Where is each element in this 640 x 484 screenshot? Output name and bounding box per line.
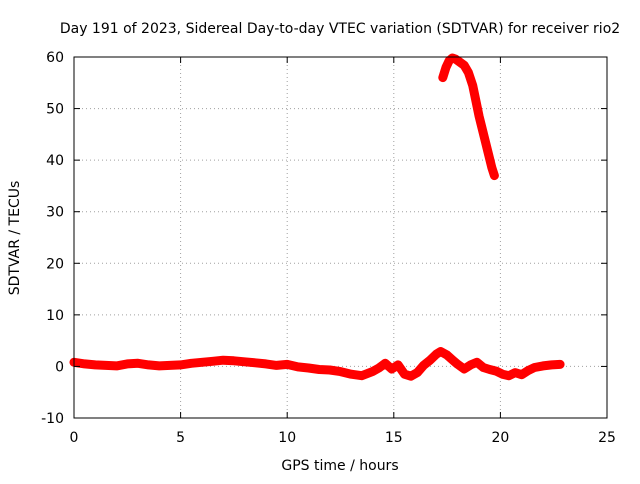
data-point xyxy=(406,372,415,381)
y-tick-label: 60 xyxy=(46,50,64,66)
data-point xyxy=(304,364,313,372)
data-point xyxy=(272,361,281,370)
x-tick-label: 25 xyxy=(598,430,616,446)
data-point xyxy=(481,138,490,147)
data-point xyxy=(381,359,390,368)
data-point xyxy=(517,370,526,379)
data-point xyxy=(453,360,462,369)
data-point xyxy=(229,356,238,365)
data-point xyxy=(413,368,422,377)
data-point xyxy=(530,363,539,372)
data-point xyxy=(547,360,556,369)
data-point xyxy=(374,364,383,372)
y-tick-label: 50 xyxy=(46,102,64,118)
data-point xyxy=(460,365,469,373)
data-point xyxy=(187,359,196,368)
chart-title: Day 191 of 2023, Sidereal Day-to-day VTE… xyxy=(60,21,620,37)
data-point xyxy=(468,81,477,90)
data-point xyxy=(134,359,142,368)
data-point xyxy=(492,367,501,376)
data-point xyxy=(426,356,434,365)
data-point xyxy=(524,366,533,375)
x-axis-label: GPS time / hours xyxy=(281,458,398,474)
y-tick-label: 0 xyxy=(55,359,64,375)
x-tick-label: 5 xyxy=(176,430,185,446)
data-point xyxy=(464,68,473,77)
data-point xyxy=(357,371,366,380)
data-series xyxy=(69,53,565,381)
data-point xyxy=(460,61,469,70)
data-point xyxy=(498,370,507,379)
data-point xyxy=(336,367,345,376)
data-point xyxy=(466,360,475,369)
data-point xyxy=(490,171,499,180)
data-point xyxy=(394,360,403,369)
data-point xyxy=(251,358,260,367)
data-point xyxy=(80,359,89,368)
data-point xyxy=(442,63,450,72)
data-point xyxy=(400,370,409,379)
x-tick-label: 0 xyxy=(70,430,79,446)
data-point xyxy=(165,361,174,370)
data-point xyxy=(475,112,484,121)
data-point xyxy=(438,73,447,82)
data-point xyxy=(436,347,445,356)
data-point xyxy=(347,370,356,379)
data-point xyxy=(123,359,132,368)
data-point xyxy=(91,360,100,369)
data-point xyxy=(240,357,249,366)
data-point xyxy=(478,125,487,134)
data-point xyxy=(471,96,480,105)
data-point xyxy=(315,365,324,374)
data-point xyxy=(208,357,217,366)
y-tick-label: 30 xyxy=(46,205,64,221)
data-point xyxy=(102,361,110,370)
data-point xyxy=(368,367,377,376)
x-tick-label: 15 xyxy=(385,430,403,446)
data-point xyxy=(484,151,493,159)
data-point xyxy=(261,359,270,368)
data-point xyxy=(472,358,481,367)
x-tick-label: 20 xyxy=(491,430,509,446)
y-axis-label: SDTVAR / TECUs xyxy=(7,181,23,296)
data-point xyxy=(219,356,228,365)
data-point xyxy=(293,362,302,371)
data-point xyxy=(325,366,334,374)
data-point xyxy=(487,163,496,172)
data-point xyxy=(197,358,206,367)
data-point xyxy=(283,360,292,369)
y-tick-label: -10 xyxy=(41,411,64,427)
data-point xyxy=(144,360,153,369)
data-point xyxy=(387,365,396,373)
data-point xyxy=(443,351,452,360)
y-tick-label: 40 xyxy=(46,153,64,169)
data-point xyxy=(419,361,428,370)
data-point xyxy=(539,361,547,370)
data-point xyxy=(479,363,488,372)
data-point xyxy=(112,361,121,370)
data-point xyxy=(155,361,164,370)
axis-ticks: 0 5 10 15 20 25 -10 0 10 20 30 40 50 60 xyxy=(41,50,616,446)
data-point xyxy=(556,360,565,369)
x-tick-label: 10 xyxy=(278,430,296,446)
data-point xyxy=(176,360,185,369)
y-tick-label: 20 xyxy=(46,256,64,272)
data-point xyxy=(504,371,513,380)
data-point xyxy=(511,368,520,377)
y-tick-label: 10 xyxy=(46,308,64,324)
plot-frame xyxy=(73,56,608,419)
data-point xyxy=(485,365,494,374)
